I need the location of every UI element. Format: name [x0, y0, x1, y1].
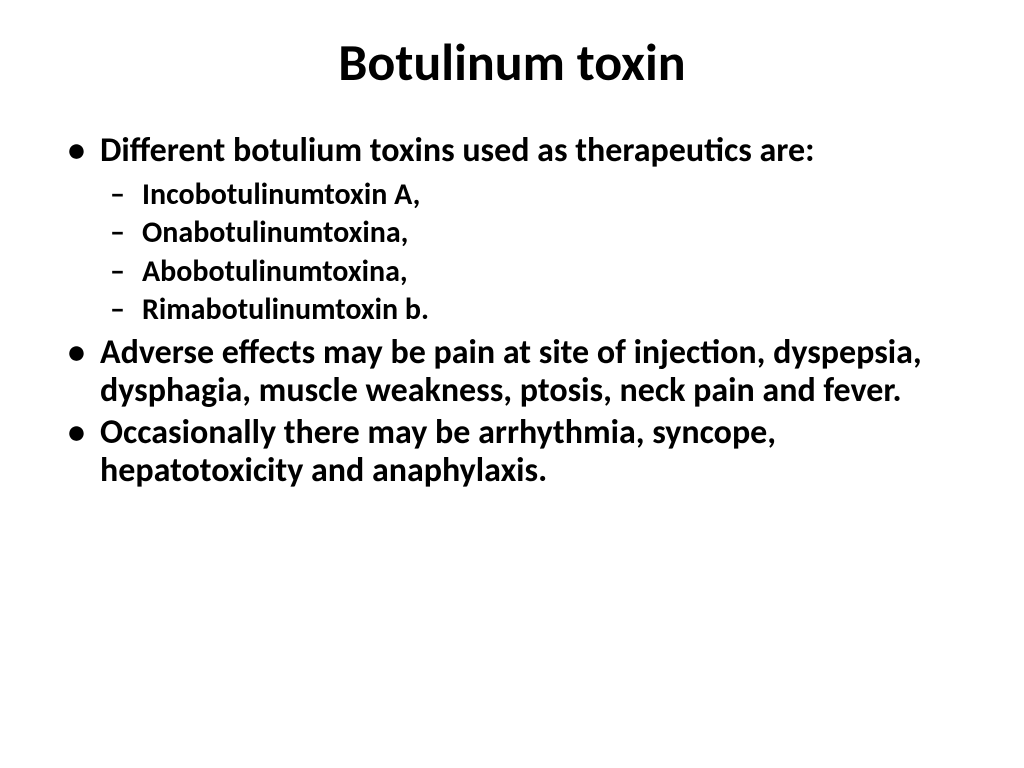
sub-bullet-item: Onabotulinumtoxina,: [100, 214, 964, 252]
sub-bullet-item: Abobotulinumtoxina,: [100, 253, 964, 291]
bullet-item: Different botulium toxins used as therap…: [60, 132, 964, 330]
bullet-text: Different botulium toxins used as therap…: [100, 130, 814, 171]
sub-bullet-item: Incobotulinumtoxin A,: [100, 176, 964, 214]
sub-bullet-list: Incobotulinumtoxin A, Onabotulinumtoxina…: [100, 176, 964, 330]
slide-title: Botulinum toxin: [60, 30, 964, 94]
bullet-text: Adverse effects may be pain at site of i…: [100, 332, 922, 411]
sub-bullet-item: Rimabotulinumtoxin b.: [100, 291, 964, 329]
bullet-text: Occasionally there may be arrhythmia, sy…: [100, 412, 776, 491]
bullet-list: Different botulium toxins used as therap…: [60, 132, 964, 490]
bullet-item: Occasionally there may be arrhythmia, sy…: [60, 414, 964, 490]
slide: Botulinum toxin Different botulium toxin…: [0, 0, 1024, 768]
bullet-item: Adverse effects may be pain at site of i…: [60, 334, 964, 410]
